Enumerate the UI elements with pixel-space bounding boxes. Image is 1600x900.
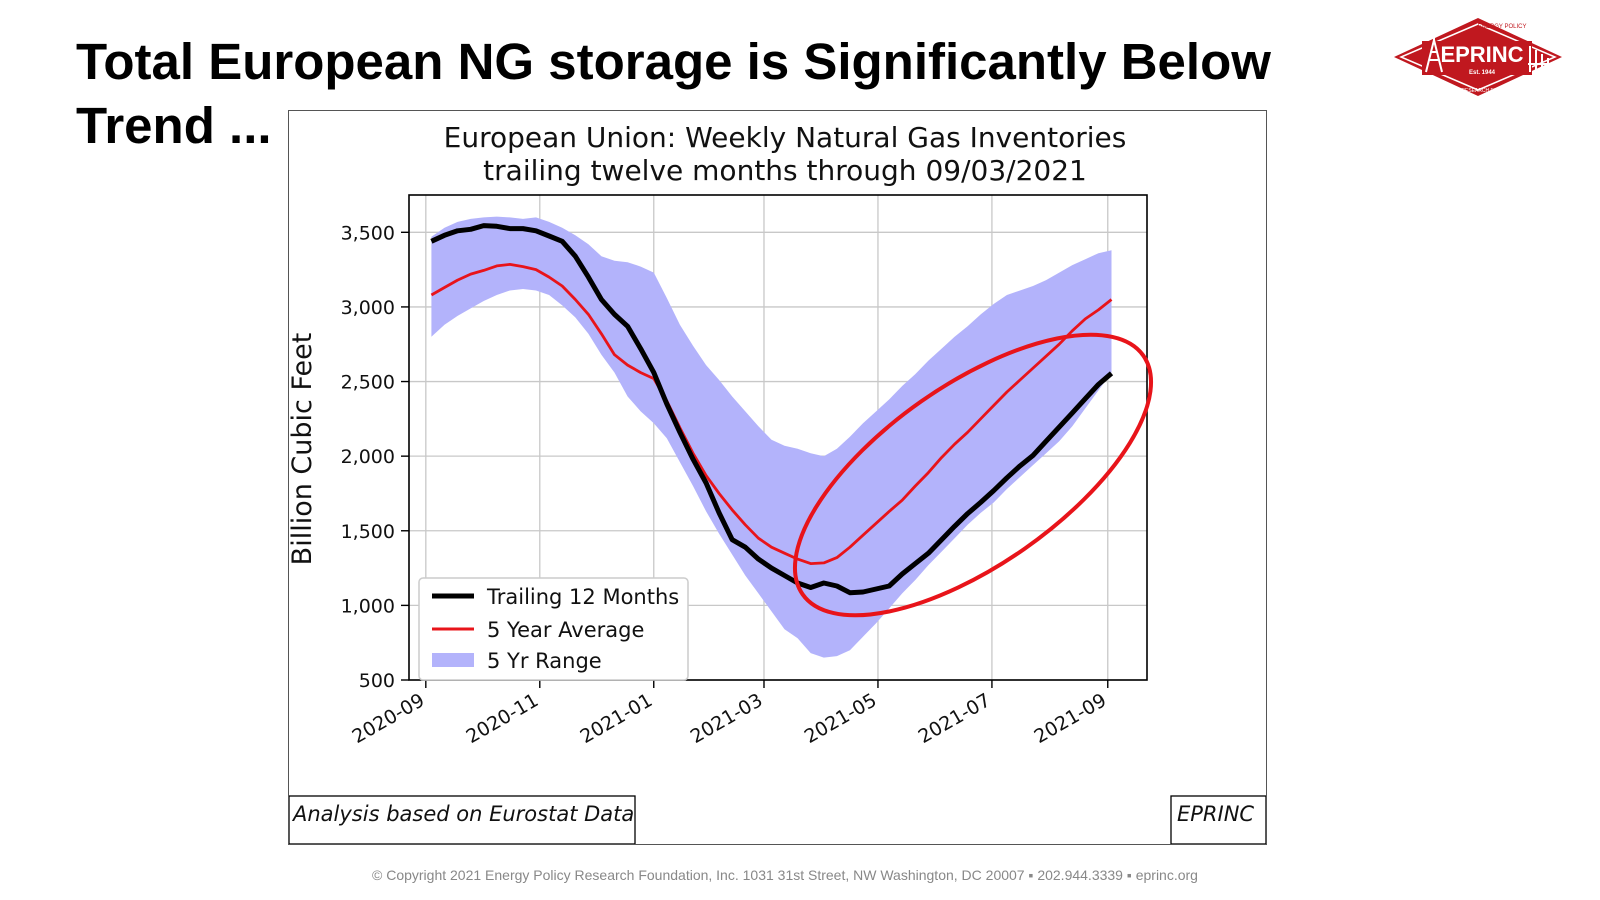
brand-note-box	[1170, 795, 1266, 844]
y-tick-label: 2,500	[341, 372, 395, 394]
legend-label-range: 5 Yr Range	[487, 649, 602, 673]
legend-label-average: 5 Year Average	[487, 618, 644, 642]
chart-subtitle: trailing twelve months through 09/03/202…	[483, 154, 1087, 187]
highlight-ellipse	[792, 332, 1154, 618]
y-tick-label: 3,000	[341, 297, 395, 319]
x-tick-label: 2021-01	[577, 689, 657, 748]
y-tick-label: 2,000	[341, 446, 395, 468]
y-tick-label: 1,000	[341, 595, 395, 617]
logo-name: EPRINC	[1440, 42, 1523, 67]
y-axis-label: Billion Cubic Feet	[289, 333, 318, 566]
x-tick-label: 2020-09	[349, 689, 429, 748]
slide-title: Total European NG storage is Significant…	[76, 33, 1271, 154]
plot-frame	[408, 194, 1148, 681]
legend-swatch-range	[432, 653, 474, 667]
y-axis: 500 1,000 1,500 2,000 2,500 3,000 3,500	[341, 222, 409, 692]
y-tick-label: 1,500	[341, 521, 395, 543]
average-line	[430, 263, 1113, 565]
chart-figure: European Union: Weekly Natural Gas Inven…	[288, 110, 1267, 845]
logo-bottom-text: RESEARCH FOUNDATION INC.	[1461, 88, 1534, 94]
footer-copyright: © Copyright 2021 Energy Policy Research …	[372, 867, 1198, 883]
x-tick-label: 2021-03	[687, 689, 767, 748]
x-axis: 2020-09 2020-11 2021-01 2021-03 2021-05 2021-…	[349, 680, 1111, 748]
brand-note: EPRINC	[1177, 802, 1254, 826]
eprinc-logo: EPRINC Est. 1944 ENERGY POLICY RESEARCH …	[1390, 14, 1566, 100]
source-note: Analysis based on Eurostat Data	[291, 802, 634, 826]
trailing-line	[430, 223, 1114, 596]
x-tick-label: 2020-11	[463, 689, 543, 748]
x-tick-label: 2021-09	[1031, 689, 1111, 748]
derrick-icon	[1425, 36, 1443, 73]
inventory-chart: European Union: Weekly Natural Gas Inven…	[289, 121, 1266, 844]
refinery-icon	[1528, 46, 1552, 72]
y-tick-label: 500	[359, 670, 395, 692]
source-note-box	[289, 795, 636, 844]
x-tick-label: 2021-07	[915, 689, 995, 748]
range-area	[431, 216, 1112, 658]
x-tick-label: 2021-05	[801, 689, 881, 748]
legend: Trailing 12 Months 5 Year Average 5 Yr R…	[418, 577, 689, 681]
y-tick-label: 3,500	[341, 222, 395, 244]
legend-label-trailing: Trailing 12 Months	[486, 585, 679, 609]
logo-top-text: ENERGY POLICY	[1478, 24, 1527, 30]
chart-title: European Union: Weekly Natural Gas Inven…	[444, 121, 1127, 154]
logo-est: Est. 1944	[1469, 70, 1496, 76]
